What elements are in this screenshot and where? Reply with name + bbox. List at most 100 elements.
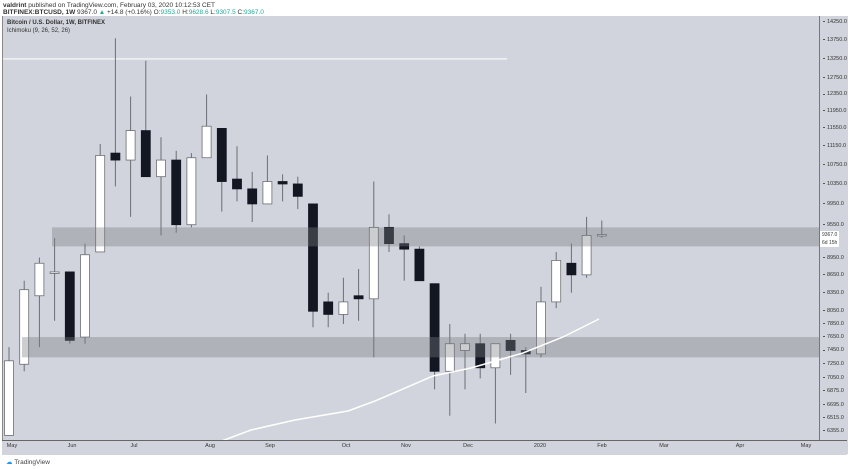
- bear-candle: [277, 181, 288, 185]
- price-tick: 8050.0: [823, 308, 844, 314]
- bull-candle: [368, 226, 379, 300]
- bear-candle: [171, 159, 182, 226]
- bear-candle: [475, 343, 486, 369]
- bull-candle: [186, 157, 197, 226]
- cloud-icon: ☁: [6, 459, 13, 466]
- bull-candle: [80, 254, 90, 338]
- low-label: L:: [210, 9, 216, 16]
- price-tick: 6515.0: [823, 415, 844, 421]
- countdown-tag: 6d 15h: [820, 239, 840, 247]
- time-tick: Sep: [265, 443, 275, 449]
- bear-candle: [140, 130, 151, 178]
- bull-candle: [49, 271, 60, 274]
- price-tick: 9550.0: [823, 222, 844, 228]
- high-label: H:: [182, 9, 189, 16]
- bull-candle: [490, 343, 501, 369]
- bull-candle: [338, 301, 349, 315]
- time-tick: May: [6, 443, 18, 449]
- bear-candle: [323, 301, 334, 315]
- time-tick: Mar: [659, 443, 669, 449]
- bear-candle: [414, 248, 425, 282]
- bull-candle: [19, 289, 30, 365]
- symbol: BITFINEX:BTCUSD, 1W: [3, 9, 76, 16]
- price-tick: 11150.0: [823, 143, 846, 149]
- bull-candle: [596, 234, 607, 237]
- time-tick: Nov: [401, 443, 411, 449]
- author[interactable]: valdrint: [3, 2, 27, 9]
- price-tick: 7050.0: [823, 375, 844, 381]
- legend-indicator[interactable]: Ichimoku (9, 26, 52, 26): [7, 28, 71, 34]
- bear-candle: [308, 203, 318, 312]
- candles-svg: [3, 38, 820, 454]
- price-tick: 13750.0: [823, 37, 847, 43]
- bull-candle: [125, 130, 136, 161]
- price-tick: 6875.0: [823, 388, 844, 394]
- bear-candle: [399, 243, 410, 250]
- bear-candle: [232, 178, 242, 190]
- price-tick: 7650.0: [823, 334, 844, 340]
- time-tick: Aug: [205, 443, 215, 449]
- time-tick: Jun: [67, 443, 77, 449]
- chart-pane[interactable]: Bitcoin / U.S. Dollar, 1W, BITFINEX Ichi…: [2, 16, 820, 454]
- price-tick: 7250.0: [823, 361, 844, 367]
- bull-candle: [95, 155, 106, 253]
- bull-candle: [444, 343, 455, 372]
- bear-candle: [429, 283, 440, 372]
- last-price: 9367.0: [77, 9, 97, 16]
- price-tick: 11950.0: [823, 108, 846, 114]
- resistance-zone: [52, 227, 820, 247]
- price-tick: 10750.0: [823, 162, 847, 168]
- publish-line: valdrint published on TradingView.com, F…: [3, 2, 215, 9]
- low-value: 9307.5: [215, 9, 236, 16]
- bull-candle: [156, 159, 166, 178]
- tradingview-logo[interactable]: ☁ TradingView: [6, 458, 50, 466]
- close-value: 9367.0: [244, 9, 264, 16]
- price-tick: 10350.0: [823, 181, 847, 187]
- price-tick: 7450.0: [823, 347, 844, 353]
- price-tick: 6355.0: [823, 428, 844, 434]
- price-tick: 6695.0: [823, 402, 844, 408]
- bear-candle: [353, 295, 364, 300]
- bear-candle: [505, 339, 516, 351]
- bull-candle: [201, 125, 212, 159]
- time-tick: Jul: [130, 443, 138, 449]
- open-value: 9353.0: [160, 9, 181, 16]
- bear-candle: [384, 226, 394, 245]
- price-tick: 12750.0: [823, 75, 847, 81]
- bear-candle: [216, 127, 227, 182]
- bear-candle: [566, 262, 577, 276]
- price-tick: 14250.0: [823, 19, 847, 25]
- high-value: 9628.6: [188, 9, 209, 16]
- close-label: C:: [237, 9, 245, 16]
- time-tick: Apr: [735, 443, 745, 449]
- price-tick: 9950.0: [823, 201, 844, 207]
- bear-candle: [110, 152, 121, 161]
- bull-candle: [34, 262, 45, 297]
- bull-candle: [551, 260, 562, 303]
- legend-title: Bitcoin / U.S. Dollar, 1W, BITFINEX: [7, 20, 106, 26]
- price-tick: 13250.0: [823, 56, 847, 62]
- price-tick: 8350.0: [823, 290, 844, 296]
- time-tick: May: [800, 443, 812, 449]
- bull-candle: [536, 301, 546, 355]
- brand-label: TradingView: [14, 459, 50, 466]
- bull-candle: [460, 343, 470, 351]
- price-tick: 8950.0: [823, 255, 844, 261]
- bull-candle: [262, 181, 273, 205]
- price-tick: 11550.0: [823, 125, 846, 131]
- time-axis[interactable]: May Jun Jul Aug Sep Oct Nov Dec 2020 Feb Mar Apr May: [2, 440, 847, 455]
- bear-candle: [64, 271, 75, 341]
- bull-candle: [4, 360, 14, 436]
- time-tick: Feb: [597, 443, 607, 449]
- ohlc-line: BITFINEX:BTCUSD, 1W 9367.0 ▲ +14.8 (+0.1…: [3, 9, 264, 16]
- change: +14.8 (+0.16%): [107, 9, 152, 16]
- ichimoku-line: [194, 318, 600, 454]
- bear-candle: [292, 183, 303, 197]
- time-tick: Oct: [341, 443, 351, 449]
- publish-info: published on TradingView.com, February 0…: [28, 2, 215, 9]
- price-tick: 7850.0: [823, 321, 844, 327]
- up-arrow-icon: ▲: [98, 9, 106, 16]
- time-tick: Dec: [463, 443, 473, 449]
- bear-candle: [247, 188, 258, 205]
- time-tick: 2020: [533, 443, 547, 449]
